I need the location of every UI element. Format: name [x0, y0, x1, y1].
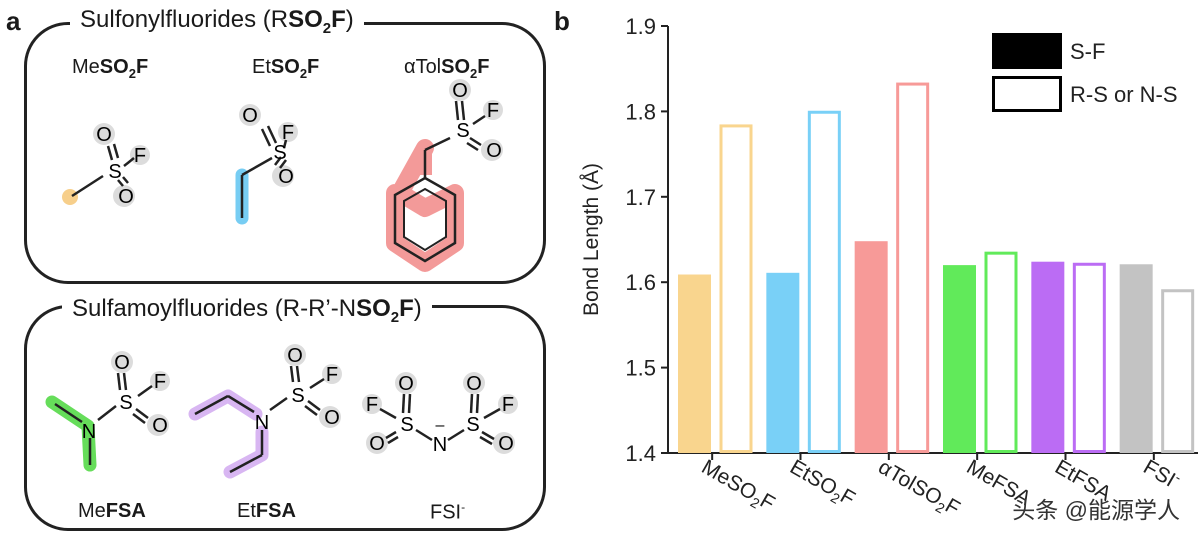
svg-text:O: O: [369, 433, 385, 455]
label-fsi: FSI-: [430, 500, 466, 524]
y-tick-label: 1.4: [625, 441, 656, 466]
svg-text:O: O: [287, 345, 303, 367]
svg-text:O: O: [486, 140, 502, 162]
bond-length-chart: 1.4 1.5 1.6 1.7 1.8 1.9 Bond Length (Å) MeSO2FE…: [580, 14, 1198, 522]
methyl-highlight: [62, 189, 78, 205]
molecule-mefsa: N O F S O: [45, 351, 170, 472]
svg-text:S: S: [456, 120, 469, 142]
legend: S-F R-S or N-S: [992, 33, 1178, 112]
svg-text:S: S: [400, 414, 413, 436]
label-meso2f: MeSO2F: [72, 56, 149, 81]
bar-sf: [1031, 261, 1065, 453]
watermark: 头条 @能源学人: [1012, 497, 1180, 523]
sulfonylfluorides-title: Sulfonylfluorides (RSO2F): [70, 6, 364, 37]
legend-swatch-sf: [992, 33, 1062, 69]
svg-text:S: S: [466, 414, 479, 436]
svg-text:O: O: [96, 124, 112, 146]
svg-text:F: F: [154, 371, 166, 393]
legend-label-sf: S-F: [1070, 39, 1105, 64]
svg-text:F: F: [326, 364, 338, 386]
molecule-atolso2f: O F S O: [386, 79, 503, 272]
bar-sf: [1119, 264, 1153, 453]
y-tick-label: 1.9: [625, 14, 656, 39]
x-tick-label: FSI-: [1139, 453, 1185, 494]
molecule-meso2f: O F S O: [62, 123, 150, 208]
bar-sf: [943, 265, 976, 453]
bar-rs: [1161, 289, 1195, 453]
svg-text:O: O: [278, 166, 294, 188]
legend-label-rs: R-S or N-S: [1070, 82, 1178, 107]
bar-sf: [678, 274, 711, 453]
svg-text:N: N: [433, 434, 447, 456]
svg-text:N: N: [82, 421, 96, 443]
x-tick-label: MeSO2F: [696, 455, 778, 518]
sulfamoylfluorides-title: Sulfamoylfluorides (R-R’-NSO2F): [62, 295, 432, 326]
molecule-etso2f: O F S O: [235, 104, 298, 225]
y-tick-label: 1.5: [625, 356, 656, 381]
molecule-structures: O F S O O F S O O F: [45, 79, 518, 479]
svg-text:S: S: [291, 385, 304, 407]
y-axis-title: Bond Length (Å): [580, 163, 603, 316]
label-etso2f: EtSO2F: [252, 56, 320, 81]
panel-b-label: b: [554, 6, 570, 36]
label-etfsa: EtFSA: [237, 500, 296, 522]
bar-rs: [807, 110, 841, 453]
molecule-fsi: F O S O – N O F S O: [362, 372, 518, 456]
svg-text:–: –: [436, 417, 445, 434]
svg-text:O: O: [324, 407, 340, 429]
svg-text:F: F: [134, 145, 146, 167]
bar-sf: [854, 241, 888, 453]
svg-text:S: S: [273, 142, 286, 164]
svg-text:O: O: [498, 433, 514, 455]
panel-a-label: a: [6, 6, 21, 36]
y-tick-label: 1.8: [625, 99, 656, 124]
x-tick-label: αTolSO2F: [873, 455, 964, 522]
svg-text:O: O: [466, 373, 482, 395]
legend-swatch-rs: [992, 76, 1062, 112]
molecule-etfsa: N O F S O: [188, 344, 342, 479]
svg-text:S: S: [108, 161, 121, 183]
svg-text:O: O: [452, 80, 468, 102]
bar-sf: [766, 272, 800, 453]
bar-rs: [984, 251, 1018, 453]
svg-text:F: F: [487, 100, 499, 122]
y-tick-label: 1.6: [625, 270, 656, 295]
label-mefsa: MeFSA: [78, 500, 146, 522]
svg-text:F: F: [282, 122, 294, 144]
x-tick-label: EtSO2F: [785, 455, 859, 513]
svg-text:O: O: [118, 186, 134, 208]
svg-text:F: F: [502, 394, 514, 416]
svg-text:O: O: [114, 352, 130, 374]
svg-text:F: F: [366, 394, 378, 416]
svg-text:S: S: [119, 392, 132, 414]
bars: [678, 82, 1195, 454]
bar-rs: [719, 124, 753, 453]
y-tick-label: 1.7: [625, 185, 656, 210]
svg-text:O: O: [398, 373, 414, 395]
bar-rs: [896, 82, 930, 454]
svg-text:N: N: [255, 412, 269, 434]
svg-text:O: O: [152, 415, 168, 437]
svg-text:O: O: [242, 105, 258, 127]
label-atolso2f: αTolSO2F: [404, 56, 490, 81]
bar-rs: [1072, 262, 1106, 453]
axes: [661, 25, 1198, 460]
